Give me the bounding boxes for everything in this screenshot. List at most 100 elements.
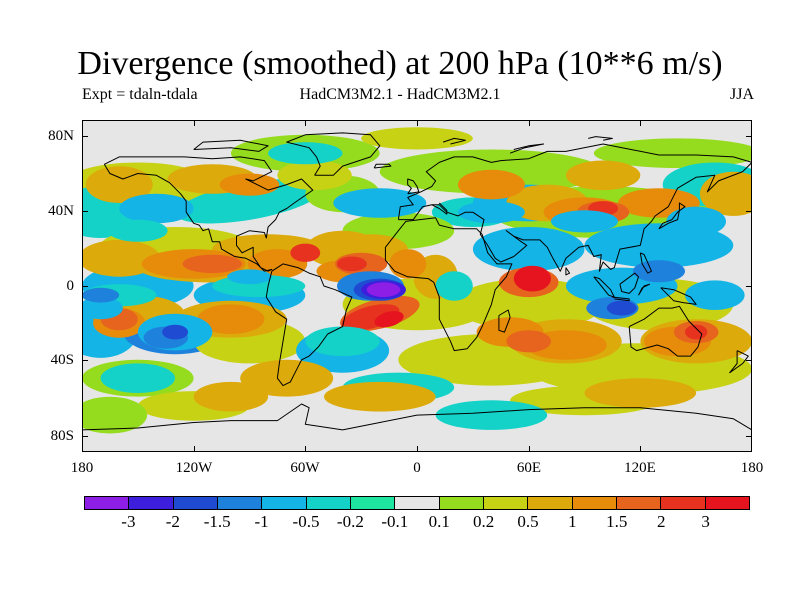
coastline: [565, 267, 571, 276]
lon-label-120e: 120E: [624, 460, 656, 476]
model-label: HadCM3M2.1 - HadCM3M2.1: [299, 86, 501, 103]
axis-tick: [194, 446, 195, 452]
field-contour: [435, 400, 548, 430]
coastline: [619, 272, 639, 294]
lon-label-120w: 120W: [175, 460, 213, 476]
field-contour: [584, 378, 697, 408]
colorbar-swatch: [705, 497, 749, 509]
colorbar-swatch: [217, 497, 263, 509]
axis-tick: [82, 360, 88, 361]
axis-tick: [305, 446, 306, 452]
field-contour: [472, 227, 585, 272]
colorbar-label: -1: [254, 512, 269, 531]
field-contour: [227, 269, 272, 285]
field-contour: [324, 381, 436, 412]
coastline: [286, 132, 381, 176]
axis-tick: [746, 136, 752, 137]
field-contour: [197, 304, 265, 334]
colorbar-swatch: [306, 497, 351, 509]
field-contour: [666, 206, 726, 237]
field-contour: [85, 166, 153, 203]
colorbar-label: -0.1: [381, 512, 409, 531]
axis-tick: [529, 120, 530, 126]
axis-tick: [746, 436, 752, 437]
colorbar-swatch: [262, 497, 307, 509]
colorbar-swatch: [350, 497, 396, 509]
coastline: [407, 178, 420, 195]
axis-tick: [82, 120, 83, 126]
lat-label-80s: 80S: [50, 428, 74, 444]
colorbar-swatch: [173, 497, 218, 509]
field-contour: [685, 280, 745, 310]
field-contour: [685, 324, 708, 340]
axis-tick: [529, 446, 530, 452]
axis-tick: [417, 446, 418, 452]
field-contour: [699, 171, 752, 216]
colorbar-label: -2: [165, 512, 180, 531]
coastline: [498, 309, 511, 333]
field-contour: [593, 138, 752, 168]
coastline: [193, 139, 269, 152]
axis-tick: [746, 286, 752, 287]
field-contour: [108, 219, 168, 242]
colorbar-label: 0.2: [472, 512, 495, 531]
colorbar-label: 2: [656, 512, 666, 531]
colorbar-swatch: [528, 497, 573, 509]
axis-tick: [82, 136, 88, 137]
field-contour: [565, 160, 641, 191]
colorbar-swatch: [483, 497, 529, 509]
colorbar-label: -3: [121, 512, 136, 531]
coastlines: [82, 132, 752, 431]
axis-tick: [751, 120, 752, 126]
coastline: [729, 350, 749, 374]
field-contour: [182, 254, 243, 274]
colorbar-swatch: [661, 497, 706, 509]
field-contour: [176, 178, 323, 224]
coastline: [658, 202, 686, 230]
colorbar-swatch: [572, 497, 617, 509]
coastline: [588, 136, 613, 141]
coastline: [103, 156, 314, 272]
field-contour: [82, 297, 123, 320]
coastline: [612, 296, 630, 302]
coastline: [384, 217, 513, 352]
field-contour: [82, 287, 120, 303]
lon-label-60e: 60E: [516, 460, 542, 476]
axis-tick: [746, 211, 752, 212]
field-contour: [454, 278, 604, 331]
field-contour: [374, 311, 404, 328]
lat-label-80n: 80N: [48, 128, 74, 144]
lon-label-60w: 60W: [290, 460, 320, 476]
axis-tick: [82, 436, 88, 437]
field-contour: [240, 359, 334, 397]
colorbar-label: 0.1: [428, 512, 450, 531]
lat-label-40s: 40S: [50, 352, 74, 368]
axis-tick: [82, 211, 88, 212]
map-canvas: [82, 120, 752, 452]
axis-tick: [82, 286, 88, 287]
axis-tick: [417, 120, 418, 126]
field-contour: [389, 249, 427, 279]
coastline: [373, 163, 392, 169]
field-contour: [435, 271, 473, 301]
field-contour: [513, 265, 551, 292]
field-contour: [219, 173, 280, 196]
colorbar-swatch: [395, 497, 440, 509]
field-contour: [82, 396, 148, 434]
colorbar-label: -0.2: [336, 512, 364, 531]
coastline: [660, 287, 697, 305]
field-contour: [162, 324, 189, 340]
lon-label-180e: 180: [740, 460, 764, 476]
colorbar-label: 1.5: [606, 512, 628, 531]
axis-tick: [194, 120, 195, 126]
lon-label-0: 0: [413, 460, 421, 476]
field-contour: [606, 300, 637, 316]
axis-tick: [751, 446, 752, 452]
coastline: [442, 137, 466, 145]
colorbar-label: 3: [701, 512, 710, 531]
colorbar-label: -0.5: [292, 512, 320, 531]
field-contour: [361, 127, 473, 150]
field-contour: [341, 304, 400, 331]
colorbar-label: -1.5: [203, 512, 231, 531]
field-contour: [366, 282, 401, 298]
